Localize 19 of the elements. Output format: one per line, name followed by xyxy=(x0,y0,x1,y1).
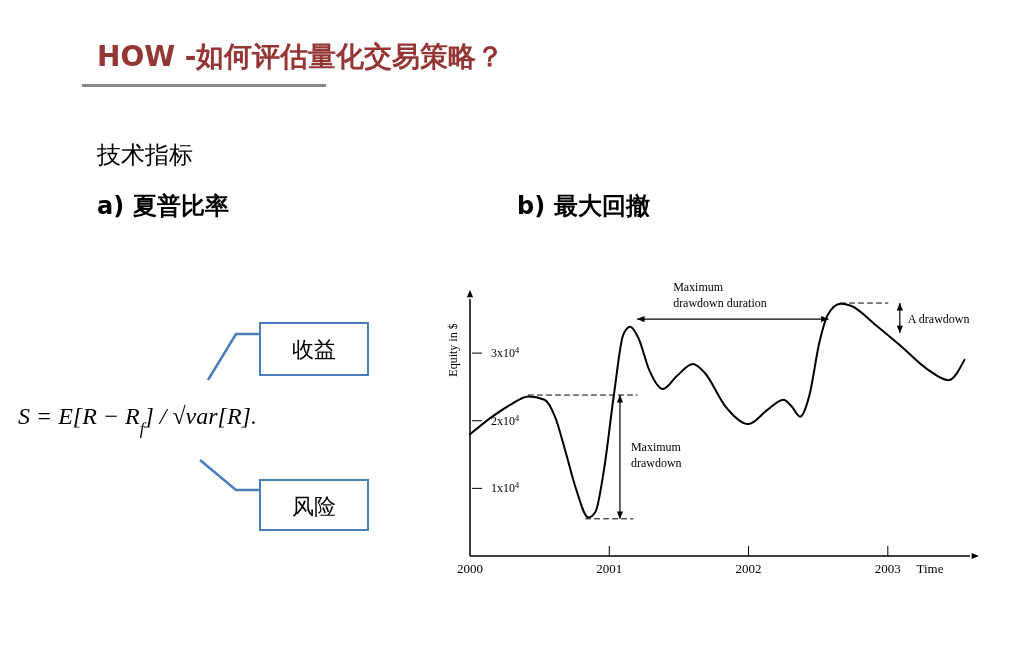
x-tick-label: 2003 xyxy=(874,561,901,576)
y-tick-label: 3x10$^{4}$ xyxy=(491,345,520,361)
text: 技术指标 xyxy=(96,141,193,169)
y-axis-title: Equity in $ xyxy=(446,323,460,377)
text: S = E[R − R$_{f}$] / √var[R]. xyxy=(18,403,257,438)
x-axis-title: Time xyxy=(916,561,944,576)
y-tick-label: 2x10$^{4}$ xyxy=(491,413,520,428)
text: a) 夏普比率 xyxy=(97,192,229,220)
x-tick-label: 2001 xyxy=(596,561,623,576)
annotation: Maximum drawdown xyxy=(630,439,682,470)
y-tick-label: 1x10$^{4}$ xyxy=(491,480,520,496)
annotation: A drawdown xyxy=(907,312,970,327)
text: 风险 xyxy=(292,494,336,519)
chart-title: b) 最大回撤 xyxy=(517,192,650,220)
text: HOW -如何评估量化交易策略？ xyxy=(97,40,505,73)
text: 收益 xyxy=(292,337,336,362)
x-tick-label: 2002 xyxy=(735,561,762,576)
x-tick-label: 2000 xyxy=(457,561,483,576)
annotation: Maximum drawdown duration xyxy=(673,280,767,311)
